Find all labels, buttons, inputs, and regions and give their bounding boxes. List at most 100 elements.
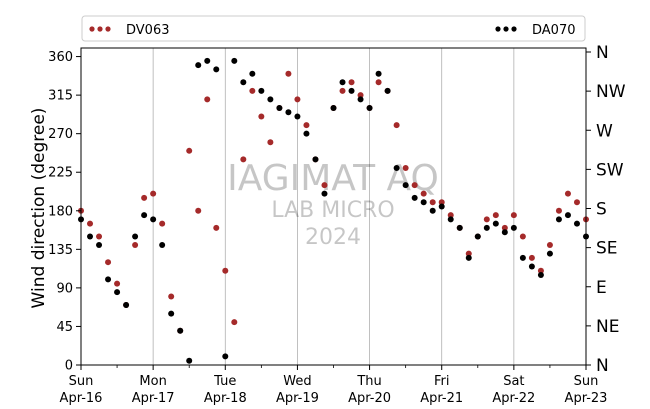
data-point xyxy=(267,96,274,103)
x-tick-day: Sat xyxy=(503,374,524,389)
legend-frame xyxy=(81,15,586,42)
data-point xyxy=(519,254,526,261)
data-point xyxy=(402,182,409,189)
y-tick-label: 225 xyxy=(48,166,73,181)
data-point xyxy=(339,79,346,86)
data-point xyxy=(249,87,256,94)
y-tick-label: 0 xyxy=(65,359,73,374)
data-point xyxy=(438,199,445,206)
data-point xyxy=(321,190,328,197)
data-point xyxy=(474,233,481,240)
data-point xyxy=(366,104,373,111)
x-tick-day: Thu xyxy=(356,374,381,389)
legend-dot xyxy=(495,26,501,32)
data-point xyxy=(411,194,418,201)
y-tick-label: 135 xyxy=(48,243,73,258)
compass-tick-label: SE xyxy=(596,239,618,259)
data-point xyxy=(546,242,553,249)
x-tick-date: Apr-20 xyxy=(348,391,391,406)
data-point xyxy=(186,147,193,154)
data-point xyxy=(483,216,490,223)
data-point xyxy=(375,79,382,86)
data-point xyxy=(213,66,220,73)
data-point xyxy=(258,113,265,120)
data-point xyxy=(411,182,418,189)
y-tick-label: 315 xyxy=(48,89,73,104)
data-point xyxy=(177,327,184,334)
data-point xyxy=(447,212,454,219)
data-point xyxy=(348,87,355,94)
data-point xyxy=(159,220,166,227)
x-tick-date: Apr-22 xyxy=(492,391,535,406)
grid-lines xyxy=(152,48,515,365)
data-point xyxy=(285,70,292,77)
watermark-line-3: 2024 xyxy=(305,225,361,250)
data-point xyxy=(312,156,319,163)
data-point xyxy=(402,164,409,171)
legend-dot xyxy=(97,26,103,32)
data-point xyxy=(168,310,175,317)
data-point xyxy=(528,263,535,270)
data-point xyxy=(456,224,463,231)
data-point xyxy=(231,319,238,326)
data-point xyxy=(348,79,355,86)
data-point xyxy=(195,62,202,69)
x-tick-day: Sun xyxy=(69,374,94,389)
data-point xyxy=(357,92,364,99)
data-point xyxy=(105,259,112,266)
y-tick-label: 180 xyxy=(48,204,73,219)
compass-axis-ticks: N NE E SE S SW W NW N xyxy=(586,43,626,376)
data-point xyxy=(573,199,580,206)
data-point xyxy=(204,96,211,103)
y-axis-label: Wind direction (degree) xyxy=(29,108,49,309)
y-tick-label: 45 xyxy=(56,320,73,335)
x-tick-date: Apr-23 xyxy=(565,391,608,406)
data-point xyxy=(546,250,553,257)
data-point xyxy=(330,104,337,111)
x-tick-day: Wed xyxy=(283,374,311,389)
legend-dot xyxy=(511,26,517,32)
data-point xyxy=(501,229,508,236)
legend-dot xyxy=(89,26,95,32)
y-axis-ticks: 0 45 90 135 180 225 270 315 360 xyxy=(48,50,81,374)
x-axis-ticks: Sun Apr-16 Mon Apr-17 Tue Apr-18 Wed Apr-19 Thu A… xyxy=(60,365,608,406)
x-tick-date: Apr-18 xyxy=(204,391,247,406)
data-point xyxy=(159,242,166,249)
watermark-line-2: LAB MICRO xyxy=(271,198,394,223)
legend-marker-dv063 xyxy=(89,26,111,32)
data-point xyxy=(492,220,499,227)
data-point xyxy=(573,220,580,227)
y-tick-label: 360 xyxy=(48,50,73,65)
data-point xyxy=(321,182,328,189)
data-point xyxy=(150,216,157,223)
data-point xyxy=(276,104,283,111)
x-tick-day: Tue xyxy=(213,374,236,389)
data-point xyxy=(339,87,346,94)
data-point xyxy=(150,190,157,197)
data-point xyxy=(114,280,121,287)
data-point xyxy=(114,289,121,296)
data-point xyxy=(357,96,364,103)
legend-dot xyxy=(503,26,509,32)
legend: DV063 DA070 xyxy=(81,15,586,42)
data-point xyxy=(465,254,472,261)
data-point xyxy=(393,122,400,129)
x-tick-date: Apr-19 xyxy=(276,391,319,406)
watermark: IAGIMAT AQ LAB MICRO 2024 xyxy=(227,158,439,250)
data-point xyxy=(465,250,472,257)
data-point xyxy=(537,267,544,274)
data-point xyxy=(564,212,571,219)
data-point xyxy=(555,216,562,223)
data-point xyxy=(96,233,103,240)
data-point xyxy=(258,87,265,94)
x-tick-date: Apr-17 xyxy=(132,391,175,406)
data-point xyxy=(141,194,148,201)
legend-marker-da070 xyxy=(495,26,517,32)
data-point xyxy=(393,164,400,171)
legend-label-dv063: DV063 xyxy=(126,23,170,38)
data-point xyxy=(483,224,490,231)
compass-tick-label: N xyxy=(596,356,609,376)
data-point xyxy=(564,190,571,197)
data-point xyxy=(222,267,229,274)
